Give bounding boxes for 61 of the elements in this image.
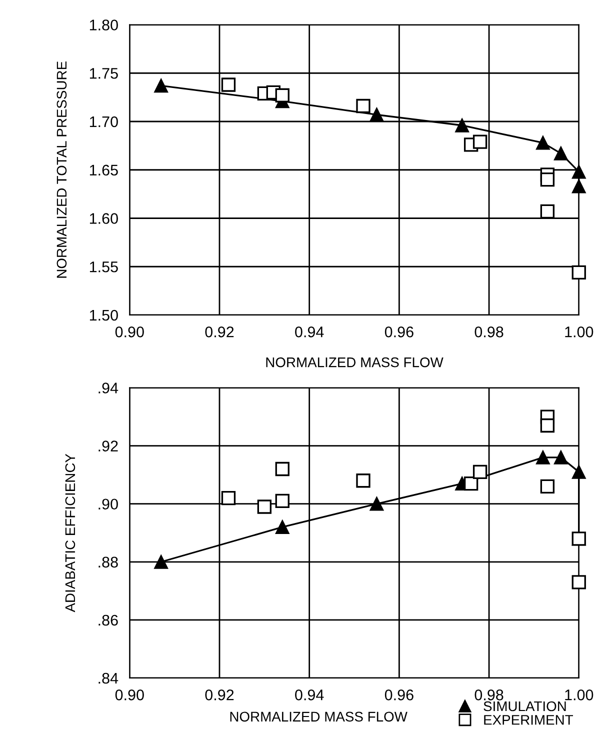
x-axis-title: NORMALIZED MASS FLOW — [230, 712, 408, 722]
y-tick-label: 1.60 — [90, 213, 118, 224]
y-tick-label: 1.50 — [90, 310, 118, 321]
y-tick-label: 1.55 — [90, 262, 118, 272]
point — [554, 450, 568, 464]
point — [572, 179, 586, 194]
point — [275, 520, 290, 534]
y-tick-label: .94 — [98, 382, 118, 394]
point — [221, 490, 236, 506]
point — [370, 108, 384, 122]
y-tick-label: .86 — [98, 614, 118, 626]
point — [275, 462, 290, 476]
point — [154, 78, 168, 93]
point — [221, 78, 236, 92]
y-tick-label: 1.75 — [90, 68, 118, 79]
point — [536, 136, 550, 150]
y-tick-label: .84 — [98, 672, 118, 684]
x-tick-label: 0.92 — [205, 690, 234, 700]
y-tick-label: .88 — [98, 556, 118, 568]
point — [356, 98, 370, 114]
point — [472, 134, 488, 149]
y-tick-label: .90 — [98, 498, 118, 510]
y-axis-title: NORMALIZED TOTAL PRESSURE — [56, 62, 67, 278]
x-tick-label: 0.94 — [295, 690, 324, 700]
point — [540, 418, 555, 433]
point — [572, 164, 586, 179]
point — [540, 479, 555, 494]
x-tick-label: 0.96 — [384, 690, 414, 700]
y-tick-label: 1.70 — [90, 116, 118, 128]
y-tick-label: .92 — [98, 440, 118, 452]
x-axis-title: NORMALIZED MASS FLOW — [266, 357, 444, 368]
x-tick-label: 1.00 — [565, 690, 594, 700]
point — [572, 464, 586, 479]
x-tick-label: 0.98 — [474, 690, 504, 700]
point — [455, 118, 470, 132]
point — [572, 265, 586, 280]
x-tick-label: 0.90 — [115, 326, 144, 338]
point — [154, 554, 168, 569]
point — [540, 172, 555, 187]
point — [356, 474, 370, 488]
x-tick-label: 0.94 — [295, 326, 324, 338]
x-tick-label: 0.96 — [384, 326, 414, 338]
point — [554, 146, 568, 160]
x-tick-label: 0.90 — [115, 690, 144, 700]
x-tick-label: 0.98 — [474, 326, 504, 338]
legend-label: SIMULATION — [484, 701, 566, 712]
point — [464, 476, 478, 491]
point — [257, 500, 272, 514]
point — [275, 494, 290, 508]
point — [572, 575, 586, 590]
x-tick-label: 1.00 — [565, 326, 594, 338]
y-axis-title: ADIABATIC EFFICIENCY — [65, 454, 76, 612]
point — [540, 204, 555, 219]
y-tick-label: 1.65 — [90, 164, 118, 176]
point — [536, 450, 550, 464]
legend-label: EXPERIMENT — [484, 715, 574, 725]
point — [275, 88, 290, 102]
point — [370, 496, 384, 511]
x-tick-label: 0.92 — [205, 326, 234, 338]
y-tick-label: 1.80 — [90, 20, 118, 30]
point — [472, 464, 488, 480]
